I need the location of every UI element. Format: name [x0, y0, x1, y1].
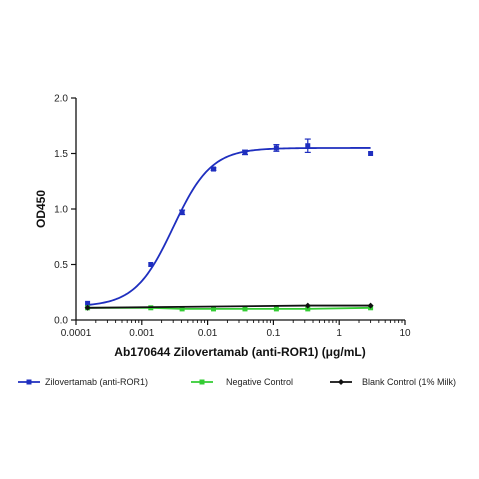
y-tick-label: 0.0: [54, 316, 68, 327]
data-point: [211, 166, 217, 172]
series-1: [85, 138, 374, 306]
series-line: [87, 147, 371, 306]
data-point: [179, 209, 185, 215]
legend-item-3: Blank Control (1% Milk): [330, 377, 456, 387]
legend: Zilovertamab (anti-ROR1) Negative Control…: [18, 377, 456, 387]
data-point: [242, 149, 248, 155]
x-tick-label: 0.1: [266, 328, 280, 339]
x-tick-label: 0.01: [198, 328, 218, 339]
y-tick-label: 1.5: [54, 149, 68, 160]
data-point: [179, 306, 185, 312]
legend-item-1: Zilovertamab (anti-ROR1): [18, 377, 148, 387]
data-point: [26, 379, 32, 385]
data-point: [199, 379, 205, 385]
plot-area: [84, 138, 374, 312]
legend-label: Zilovertamab (anti-ROR1): [45, 377, 148, 387]
x-ticks: 0.0001 0.001 0.01 0.1 1 10: [61, 320, 411, 339]
series-line: [87, 304, 371, 309]
data-point: [211, 306, 217, 312]
data-point: [338, 379, 344, 385]
data-point: [85, 300, 91, 306]
data-point: [273, 145, 279, 151]
y-ticks: 0.0 0.5 1.0 1.5 2.0: [54, 94, 76, 327]
data-point: [148, 262, 154, 267]
axes: 0.0 0.5 1.0 1.5 2.0 0.0001 0.001 0.01 0.1 1 10: [54, 94, 411, 340]
data-point: [242, 306, 248, 312]
x-tick-label: 0.0001: [61, 328, 92, 339]
y-tick-label: 2.0: [54, 94, 68, 105]
y-axis-title: OD450: [34, 190, 48, 228]
data-point: [367, 302, 374, 309]
data-point: [368, 151, 374, 156]
x-tick-label: 1: [336, 328, 342, 339]
y-tick-label: 1.0: [54, 205, 68, 216]
data-point: [304, 302, 311, 309]
data-point: [273, 306, 279, 312]
x-axis-title: Ab170644 Zilovertamab (anti-ROR1) (μg/mL…: [114, 345, 365, 359]
y-tick-label: 0.5: [54, 260, 68, 271]
data-point: [305, 306, 311, 312]
data-point: [305, 143, 311, 149]
x-tick-label: 0.001: [129, 328, 154, 339]
legend-item-2: Negative Control: [191, 377, 293, 387]
legend-label: Blank Control (1% Milk): [362, 377, 456, 387]
data-point: [84, 304, 91, 311]
x-tick-label: 10: [399, 328, 411, 339]
legend-label: Negative Control: [226, 377, 293, 387]
series-3: [84, 302, 374, 311]
